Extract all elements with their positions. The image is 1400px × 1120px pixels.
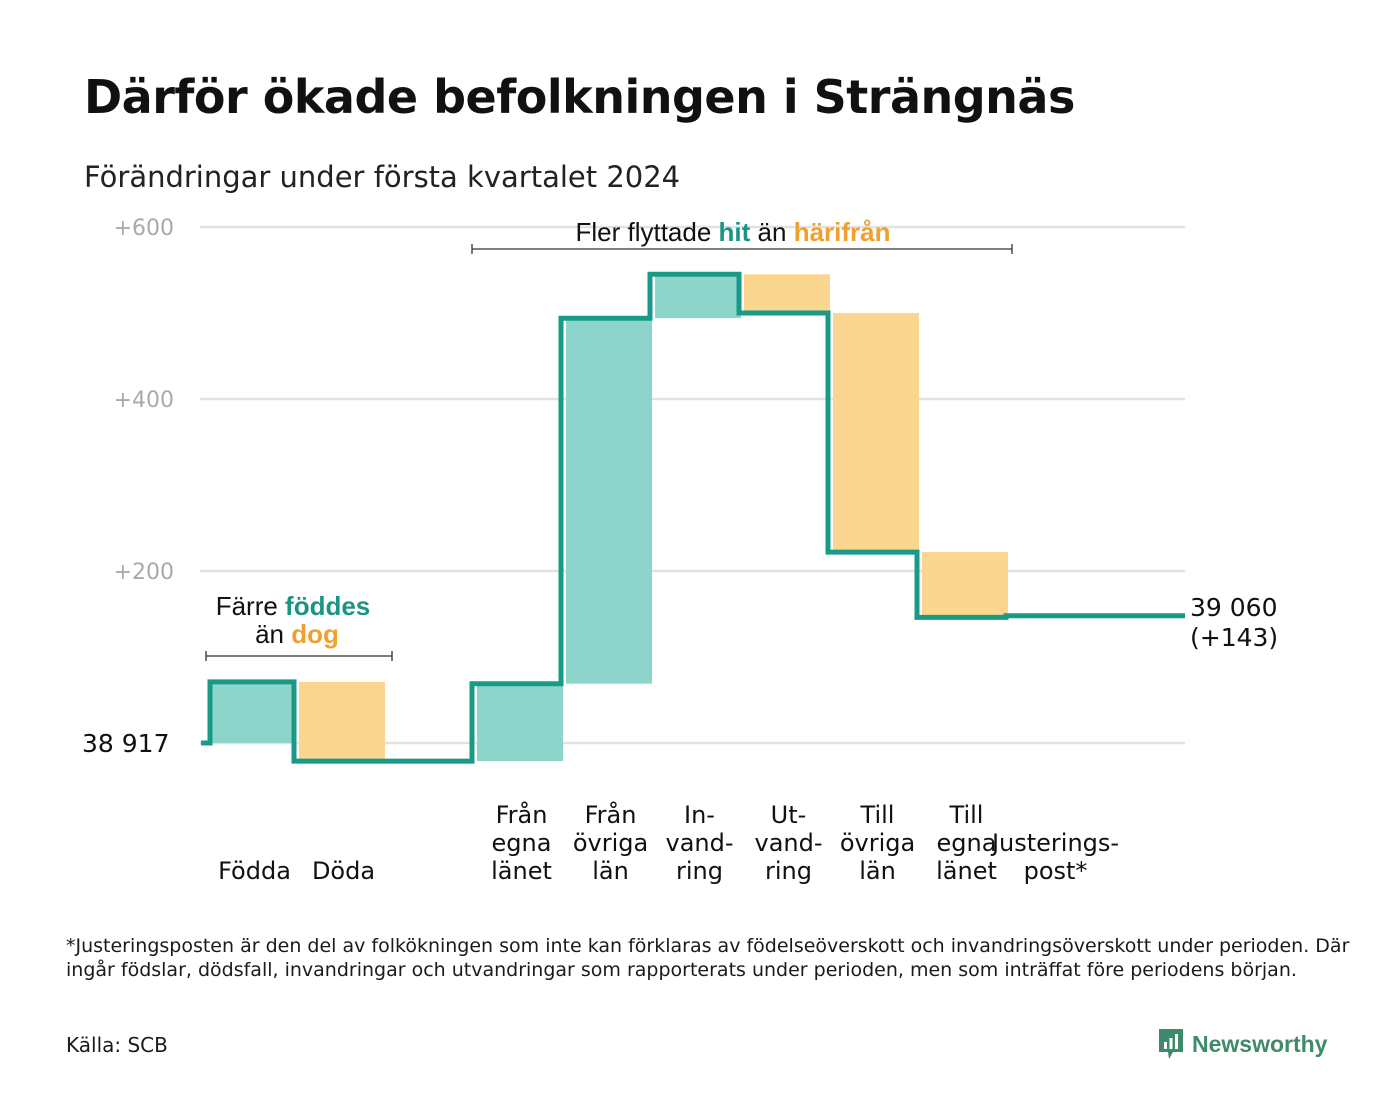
footnote: *Justeringsposten är den del av folkökni… (66, 935, 1350, 981)
end-change-label: (+143) (1190, 623, 1278, 652)
bar-decrease (744, 274, 830, 313)
end-value-label: 39 060 (1190, 593, 1277, 622)
y-tick-label: +200 (114, 560, 174, 585)
bar-increase (477, 683, 563, 762)
category-label: egna (492, 829, 552, 857)
source-note: Källa: SCB (66, 1033, 168, 1057)
bar-decrease (833, 313, 919, 553)
chart-title: Därför ökade befolkningen i Strängnäs (84, 70, 1075, 124)
bar-layer (210, 274, 1097, 762)
category-label: länet (491, 857, 552, 885)
migration-bracket (471, 244, 1013, 254)
bar-increase (566, 318, 652, 684)
category-label: län (592, 857, 629, 885)
category-label: övriga (840, 829, 915, 857)
category-label: Döda (312, 857, 375, 885)
category-label: vand- (754, 829, 822, 857)
category-label: Justerings- (990, 829, 1119, 857)
start-value-label: 38 917 (82, 729, 169, 758)
y-tick-label: +600 (114, 216, 174, 241)
brand-logo: Newsworthy (1158, 1028, 1327, 1060)
newsworthy-icon (1159, 1029, 1183, 1059)
bar-decrease (299, 681, 385, 762)
category-label: länet (936, 857, 997, 885)
bar-increase (655, 274, 741, 319)
category-label: egna (937, 829, 997, 857)
category-label: In- (684, 801, 715, 829)
births-annotation-line1: Färre föddes (216, 591, 371, 621)
y-tick-label: +400 (114, 388, 174, 413)
category-label: Födda (218, 857, 291, 885)
category-label: ring (676, 857, 723, 885)
births-bracket (205, 651, 393, 661)
births-annotation-line2: än dog (255, 619, 339, 649)
brand-name: Newsworthy (1192, 1030, 1328, 1057)
cumulative-step-line (201, 271, 1185, 764)
category-label: ring (765, 857, 812, 885)
category-label: Ut- (771, 801, 807, 829)
bar-increase (210, 681, 296, 743)
category-label: Från (585, 800, 637, 829)
category-label: Från (496, 800, 548, 829)
category-label: Till (860, 801, 895, 829)
category-label: övriga (573, 829, 648, 857)
category-label: län (859, 857, 896, 885)
category-label: vand- (665, 829, 733, 857)
chart-subtitle: Förändringar under första kvartalet 2024 (84, 160, 681, 194)
category-label: Till (949, 801, 984, 829)
line-layer (201, 271, 1185, 764)
migration-annotation: Fler flyttade hit än härifrån (575, 217, 890, 247)
bar-decrease (922, 552, 1008, 618)
category-label: post* (1024, 857, 1088, 885)
